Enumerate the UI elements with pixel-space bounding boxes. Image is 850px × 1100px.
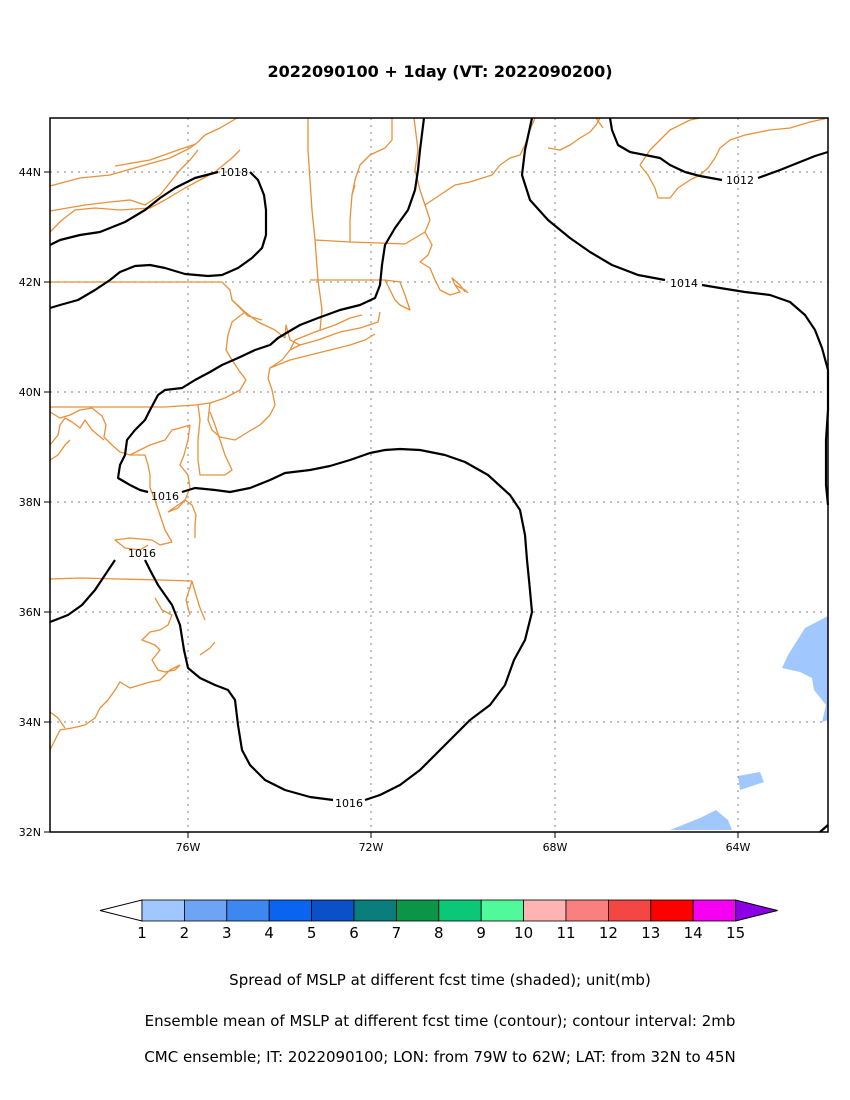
spread-shading — [738, 772, 764, 790]
colorbar-swatch — [523, 899, 567, 922]
y-tick-label: 32N — [19, 826, 41, 839]
contour-labels: 1018 1016 1016 1016 1014 1012 — [128, 166, 754, 810]
y-tick-label: 42N — [19, 276, 41, 289]
colorbar-tick-label: 7 — [392, 924, 402, 942]
colorbar: 1 2 3 4 5 6 7 8 9 10 11 12 13 14 15 — [99, 899, 778, 942]
y-axis: 44N 42N 40N 38N 36N 34N 32N — [19, 166, 50, 839]
colorbar-tick-label: 3 — [222, 924, 232, 942]
colorbar-tick-label: 2 — [180, 924, 190, 942]
colorbar-tick-label: 11 — [556, 924, 575, 942]
y-tick-label: 40N — [19, 386, 41, 399]
colorbar-swatch — [141, 899, 185, 922]
contour-label: 1016 — [335, 797, 363, 810]
caption-shaded: Spread of MSLP at different fcst time (s… — [229, 971, 651, 989]
x-tick-label: 68W — [543, 841, 568, 854]
contour-label: 1016 — [128, 547, 156, 560]
contour-label: 1014 — [670, 277, 698, 290]
mslp-contours — [49, 117, 830, 833]
colorbar-over-triangle — [735, 899, 778, 922]
colorbar-under-triangle — [99, 899, 143, 922]
colorbar-tick-label: 10 — [514, 924, 533, 942]
colorbar-tick-label: 4 — [264, 924, 274, 942]
y-tick-label: 36N — [19, 606, 41, 619]
contour-label: 1018 — [220, 166, 248, 179]
x-tick-label: 72W — [359, 841, 384, 854]
x-tick-label: 76W — [176, 841, 201, 854]
map-frame — [49, 117, 829, 833]
colorbar-tick-label: 8 — [434, 924, 444, 942]
contour-label: 1016 — [151, 490, 179, 503]
colorbar-swatch — [268, 899, 313, 922]
coastlines — [49, 117, 829, 751]
contour-label: 1012 — [726, 174, 754, 187]
colorbar-swatch — [226, 899, 270, 922]
figure-title: 2022090100 + 1day (VT: 2022090200) — [267, 62, 612, 81]
colorbar-swatch — [650, 899, 694, 922]
colorbar-swatch — [311, 899, 355, 922]
colorbar-tick-label: 5 — [307, 924, 317, 942]
map-area: 1018 1016 1016 1016 1014 1012 — [49, 117, 830, 833]
caption-contour: Ensemble mean of MSLP at different fcst … — [145, 1012, 736, 1030]
y-tick-label: 38N — [19, 496, 41, 509]
colorbar-swatch — [353, 899, 397, 922]
colorbar-swatch — [692, 899, 737, 922]
colorbar-tick-label: 9 — [476, 924, 486, 942]
colorbar-tick-label: 15 — [726, 924, 745, 942]
colorbar-tick-label: 12 — [599, 924, 618, 942]
colorbar-tick-label: 13 — [641, 924, 660, 942]
colorbar-swatch — [608, 899, 652, 922]
colorbar-swatch — [480, 899, 525, 922]
caption-ensemble: CMC ensemble; IT: 2022090100; LON: from … — [144, 1048, 735, 1066]
colorbar-tick-label: 14 — [684, 924, 703, 942]
colorbar-swatch — [438, 899, 482, 922]
gridlines — [50, 118, 828, 832]
y-tick-label: 34N — [19, 716, 41, 729]
colorbar-swatch — [565, 899, 609, 922]
colorbar-swatch — [395, 899, 440, 922]
x-axis: 76W 72W 68W 64W — [176, 832, 751, 854]
spread-shading — [782, 616, 828, 722]
colorbar-swatch — [183, 899, 228, 922]
spread-shading — [670, 810, 732, 830]
colorbar-tick-label: 1 — [137, 924, 147, 942]
y-tick-label: 44N — [19, 166, 41, 179]
colorbar-tick-label: 6 — [349, 924, 359, 942]
x-tick-label: 64W — [726, 841, 751, 854]
